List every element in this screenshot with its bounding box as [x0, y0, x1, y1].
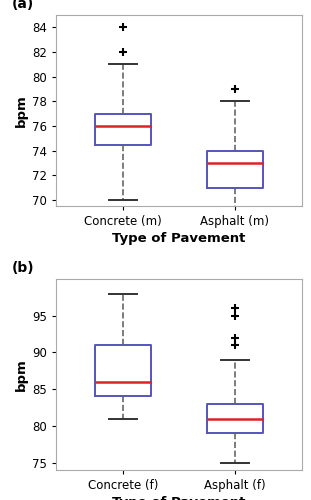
- Text: (b): (b): [12, 261, 35, 275]
- Y-axis label: bpm: bpm: [15, 94, 28, 127]
- Y-axis label: bpm: bpm: [15, 358, 28, 391]
- X-axis label: Type of Pavement: Type of Pavement: [112, 232, 245, 245]
- Text: (a): (a): [12, 0, 34, 11]
- X-axis label: Type of Pavement: Type of Pavement: [112, 496, 245, 500]
